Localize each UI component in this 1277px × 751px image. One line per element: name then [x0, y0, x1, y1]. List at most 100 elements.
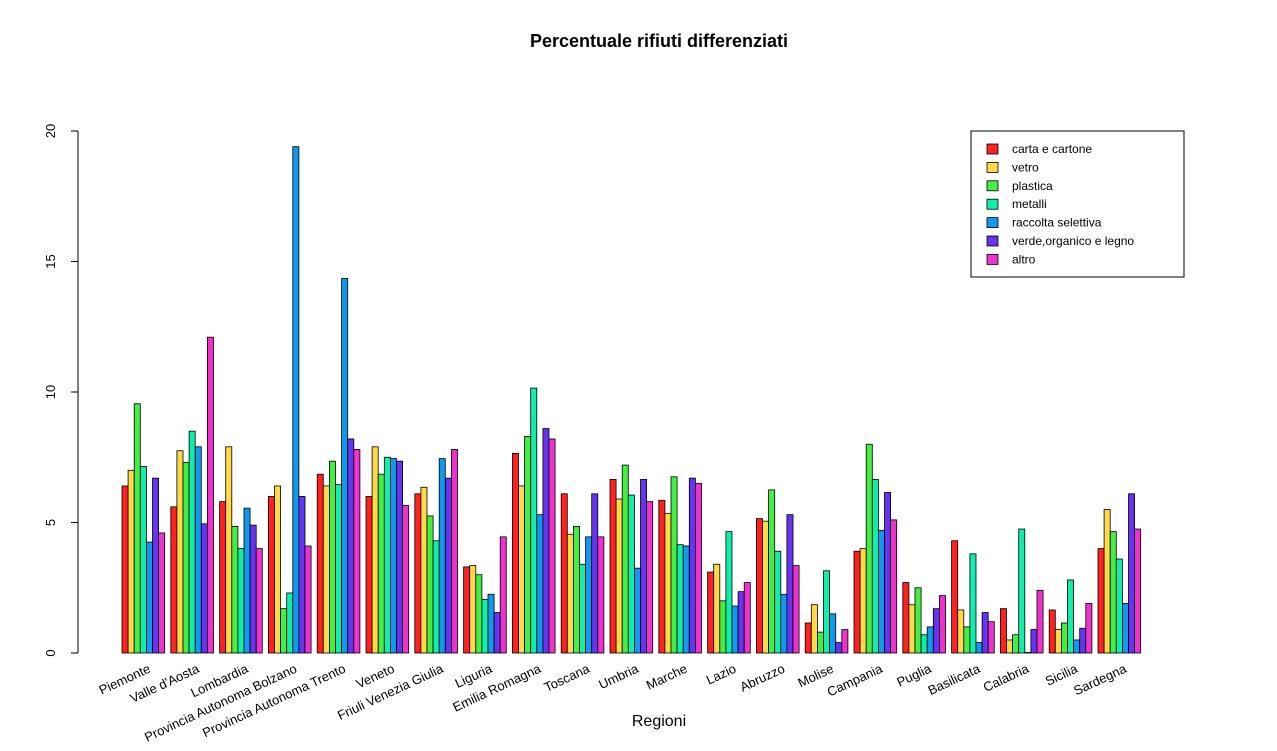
bar — [341, 278, 349, 654]
bar — [267, 495, 275, 654]
bar — [255, 548, 263, 654]
bar — [1067, 579, 1074, 654]
bar — [432, 540, 440, 654]
bar — [182, 462, 190, 654]
x-tick-label: Lazio — [704, 661, 739, 688]
bar — [743, 582, 751, 654]
y-tick-label: 15 — [43, 254, 58, 268]
bar — [615, 498, 623, 654]
bar — [1012, 634, 1020, 654]
bar — [377, 473, 385, 654]
bar — [609, 479, 617, 654]
bar — [420, 486, 428, 654]
bar — [536, 514, 544, 654]
bar — [512, 452, 519, 654]
x-tick-label: Abruzzo — [737, 661, 787, 695]
x-tick-label: Sardegna — [1071, 660, 1129, 698]
bar — [1115, 558, 1123, 654]
bar — [926, 626, 934, 654]
bar — [371, 446, 379, 654]
x-tick-label: Toscana — [542, 660, 593, 694]
bar — [1000, 608, 1007, 654]
bar — [725, 531, 733, 654]
bar — [542, 428, 550, 654]
bar — [249, 524, 257, 654]
bar — [365, 495, 373, 654]
bar — [426, 515, 434, 654]
bar — [890, 519, 898, 654]
legend-swatch — [986, 198, 999, 210]
bar — [621, 464, 629, 654]
bar — [1073, 639, 1081, 654]
bar — [481, 599, 489, 654]
bar — [389, 458, 397, 654]
legend-label: vetro — [1012, 160, 1039, 174]
bar — [438, 458, 446, 654]
bar — [841, 629, 849, 654]
legend-swatch — [986, 161, 999, 173]
bar — [347, 438, 355, 654]
legend-label: plastica — [1012, 179, 1053, 193]
bar — [804, 622, 812, 654]
bar — [475, 574, 483, 654]
bar — [304, 545, 312, 654]
bar — [1024, 652, 1032, 654]
bar — [932, 608, 940, 654]
bar — [707, 571, 715, 654]
legend-swatch — [986, 180, 999, 192]
bar — [170, 506, 178, 654]
bars-layer — [121, 146, 1142, 654]
bar — [444, 477, 452, 654]
bar — [975, 642, 983, 654]
bar — [1109, 531, 1117, 654]
bar — [780, 593, 788, 654]
bar — [298, 495, 306, 654]
bar — [493, 612, 501, 654]
bar — [145, 541, 153, 654]
bar — [237, 548, 245, 654]
bar — [316, 473, 324, 654]
bar — [658, 499, 666, 654]
bar — [1103, 509, 1111, 654]
bar — [1006, 639, 1013, 654]
bar — [1122, 603, 1129, 654]
x-axis-title: Regioni — [632, 713, 686, 730]
bar — [859, 548, 867, 654]
bar — [292, 146, 300, 654]
bar — [573, 526, 580, 654]
bar — [591, 493, 599, 654]
bar — [878, 529, 885, 654]
bar — [1054, 629, 1062, 654]
bar — [987, 621, 995, 654]
bar — [597, 536, 605, 654]
bar — [640, 479, 647, 654]
bar — [139, 465, 147, 654]
bar — [810, 604, 818, 654]
bar — [524, 435, 532, 654]
bar — [206, 336, 214, 654]
legend-box — [970, 130, 1185, 278]
chart-title: Percentuale rifiuti differenziati — [530, 31, 788, 51]
bar — [719, 600, 727, 654]
bar — [243, 507, 251, 654]
bar — [548, 438, 556, 654]
bar — [1128, 493, 1135, 654]
bar — [560, 493, 568, 654]
bar — [487, 593, 495, 654]
bar — [152, 477, 159, 654]
bar — [274, 485, 281, 654]
bar — [1079, 627, 1087, 654]
bar — [579, 563, 586, 654]
legend-label: metalli — [1012, 197, 1047, 211]
bar — [335, 484, 342, 654]
bar — [280, 608, 288, 654]
bar — [518, 485, 525, 654]
bar — [414, 493, 422, 654]
bar — [1030, 629, 1038, 654]
bar — [823, 570, 830, 654]
bar — [957, 609, 965, 654]
x-tick-label: Campania — [825, 660, 886, 699]
y-tick-label: 5 — [43, 519, 58, 526]
